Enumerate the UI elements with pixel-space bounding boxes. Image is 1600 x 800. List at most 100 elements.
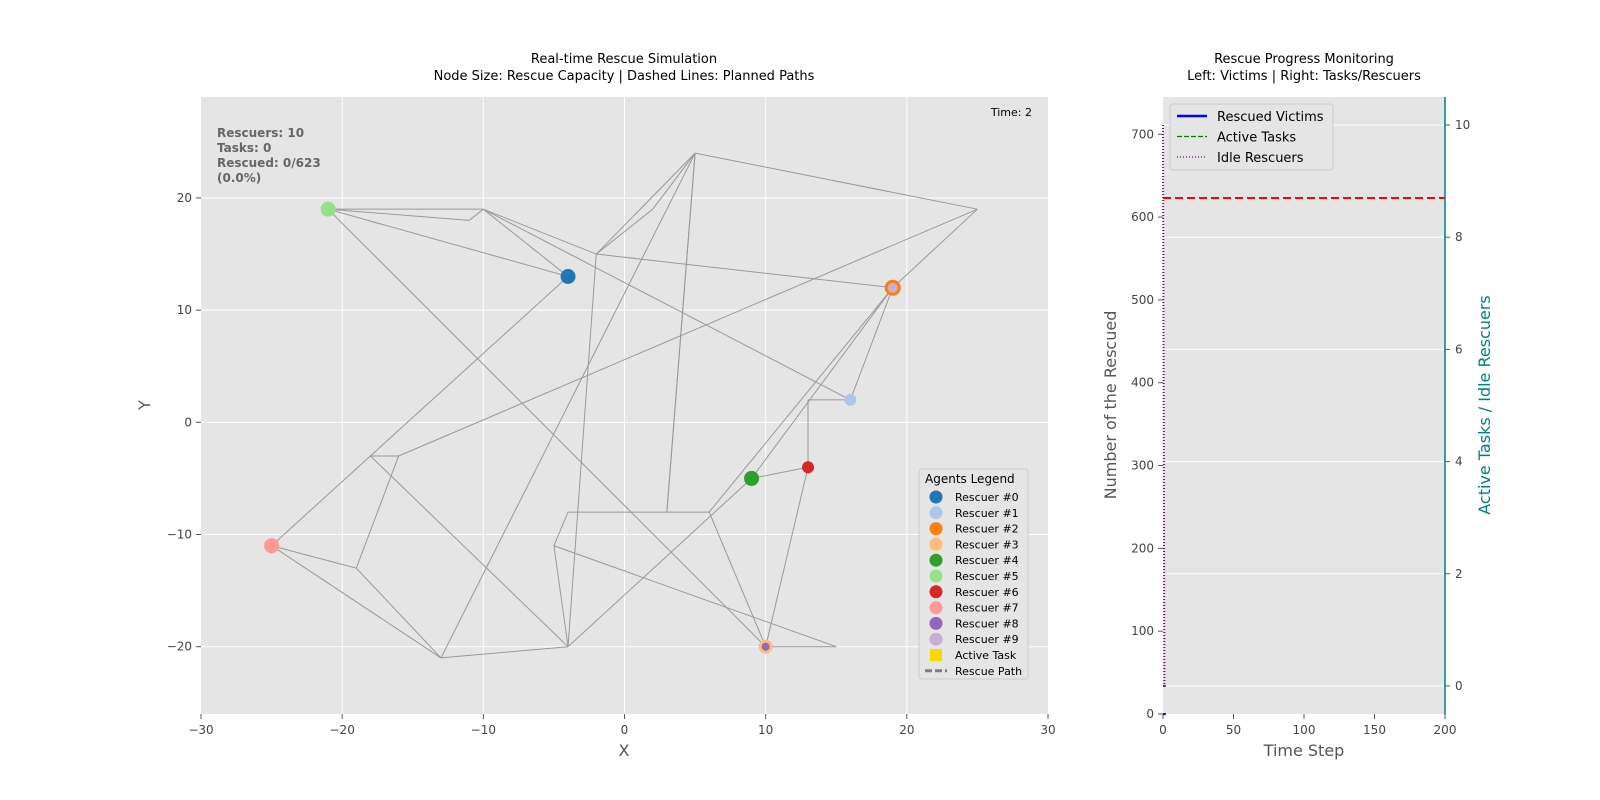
legend-label-series-0: Rescued Victims <box>1217 110 1324 125</box>
legend-swatch-active-task <box>930 649 942 661</box>
legend-swatch-9 <box>929 632 943 646</box>
x-axis-label: X <box>619 741 630 760</box>
x-tick-label: −10 <box>471 723 496 737</box>
legend-swatch-1 <box>929 506 943 520</box>
map-edge <box>666 153 696 513</box>
y-tick-label-right: 8 <box>1455 230 1463 244</box>
y-tick-label: 0 <box>184 415 192 429</box>
map-edge <box>595 152 696 255</box>
x-tick-label: 20 <box>899 723 914 737</box>
map-edges <box>271 152 978 659</box>
rescue-simulation-chart: −30 −20 −10 0 10 20 30 −20 −10 0 10 20 Real-time Re… <box>135 52 1056 760</box>
legend-label-series-1: Active Tasks <box>1217 131 1296 146</box>
map-edge <box>328 208 470 221</box>
map-edge <box>355 567 442 659</box>
y-tick-label-left: 700 <box>1131 127 1154 141</box>
legend-label-series-2: Idle Rescuers <box>1217 151 1304 166</box>
legend-swatch-2 <box>929 522 943 536</box>
x-tick-label: −20 <box>330 723 355 737</box>
time-label: Time: 2 <box>990 106 1032 119</box>
stats-rescuers: Rescuers: 10 <box>217 126 304 140</box>
legend-title: Agents Legend <box>925 472 1015 486</box>
chart2-title-line1: Rescue Progress Monitoring <box>1214 52 1394 67</box>
y-axis-label-right: Active Tasks / Idle Rescuers <box>1475 295 1494 515</box>
map-edge <box>271 276 569 547</box>
x-tick-label-right: 0 <box>1159 723 1167 737</box>
legend-label-7: Rescuer #7 <box>955 602 1019 615</box>
map-edge <box>355 455 400 569</box>
legend-swatch-5 <box>929 569 943 583</box>
legend-swatch-6 <box>929 585 943 599</box>
agent-marker-6 <box>802 461 815 474</box>
map-edge <box>440 646 569 659</box>
map-edge <box>708 287 894 513</box>
stats-tasks: Tasks: 0 <box>217 141 271 155</box>
y-tick-label: −20 <box>167 640 192 654</box>
map-edge <box>271 545 357 569</box>
y-tick-label: 10 <box>177 303 192 317</box>
legend-box <box>918 468 1029 680</box>
agent-marker-1 <box>844 393 857 406</box>
y-axis-label-left: Number of the Rescued <box>1101 311 1120 500</box>
legend-swatch-4 <box>929 553 943 567</box>
x-tick-label-right: 200 <box>1434 723 1457 737</box>
legend-swatch-0 <box>929 490 943 504</box>
y-tick-label-right: 2 <box>1455 567 1463 581</box>
legend-label-rescue-path: Rescue Path <box>955 665 1022 678</box>
map-edge <box>327 208 569 277</box>
map-edge <box>553 545 569 647</box>
agent-marker-7 <box>264 538 280 554</box>
map-edge <box>567 478 752 648</box>
y-tick-label-left: 200 <box>1131 541 1154 555</box>
x-tick-label-right: 100 <box>1293 723 1316 737</box>
agent-marker-5 <box>320 201 336 217</box>
legend-label-6: Rescuer #6 <box>955 586 1019 599</box>
agents-legend: Agents Legend Rescuer #0 Rescuer #1 Rescue… <box>918 468 1029 680</box>
plot-background-right <box>1163 97 1445 714</box>
x-tick-label: 30 <box>1040 723 1055 737</box>
map-edge <box>708 511 767 647</box>
map-edge <box>483 208 569 277</box>
agent-markers <box>264 201 901 654</box>
legend-label-active-task: Active Task <box>955 649 1017 662</box>
y-tick-label-left: 0 <box>1146 707 1154 721</box>
legend-label-5: Rescuer #5 <box>955 570 1019 583</box>
map-edge <box>596 253 893 289</box>
chart-title-line1: Real-time Rescue Simulation <box>531 52 717 67</box>
map-edge <box>849 287 894 401</box>
map-edge <box>652 152 696 210</box>
x-tick-label-right: 50 <box>1226 723 1241 737</box>
y-tick-label-right: 6 <box>1455 342 1463 356</box>
y-tick-label-right: 4 <box>1455 455 1463 469</box>
agent-marker-4 <box>744 470 760 486</box>
legend-box-right <box>1169 103 1334 171</box>
y-tick-label: 20 <box>177 191 192 205</box>
stats-percent: (0.0%) <box>217 171 261 185</box>
series-legend: Rescued Victims Active Tasks Idle Rescuers <box>1169 103 1334 171</box>
y-tick-label: −10 <box>167 528 192 542</box>
map-edge <box>751 287 894 479</box>
y-tick-label-right: 10 <box>1455 118 1470 132</box>
legend-label-1: Rescuer #1 <box>955 507 1019 520</box>
right-axis-ticks: 0 50 100 150 200 0 100 200 300 400 500 600 700 0 2 4 6 8 1… <box>1131 118 1470 737</box>
y-tick-label-left: 300 <box>1131 459 1154 473</box>
legend-swatch-3 <box>929 537 943 551</box>
y-tick-label-right: 0 <box>1455 679 1463 693</box>
x-tick-label: −30 <box>188 723 213 737</box>
x-tick-label-right: 150 <box>1363 723 1386 737</box>
map-edge <box>483 208 851 401</box>
map-edge <box>370 455 569 648</box>
agent-marker-0 <box>560 268 576 284</box>
map-edge <box>567 254 597 647</box>
legend-label-2: Rescuer #2 <box>955 523 1019 536</box>
legend-label-9: Rescuer #9 <box>955 633 1019 646</box>
y-tick-label-left: 400 <box>1131 376 1154 390</box>
rescue-progress-chart: 0 50 100 150 200 0 100 200 300 400 500 600 700 0 2 4 6 8 1… <box>1101 52 1494 760</box>
map-edge <box>751 466 809 479</box>
y-tick-label-left: 500 <box>1131 293 1154 307</box>
legend-label-8: Rescuer #8 <box>955 617 1019 630</box>
legend-label-4: Rescuer #4 <box>955 554 1019 567</box>
axis-ticks: −30 −20 −10 0 10 20 30 −20 −10 0 10 20 <box>167 191 1056 737</box>
legend-label-0: Rescuer #0 <box>955 491 1019 504</box>
